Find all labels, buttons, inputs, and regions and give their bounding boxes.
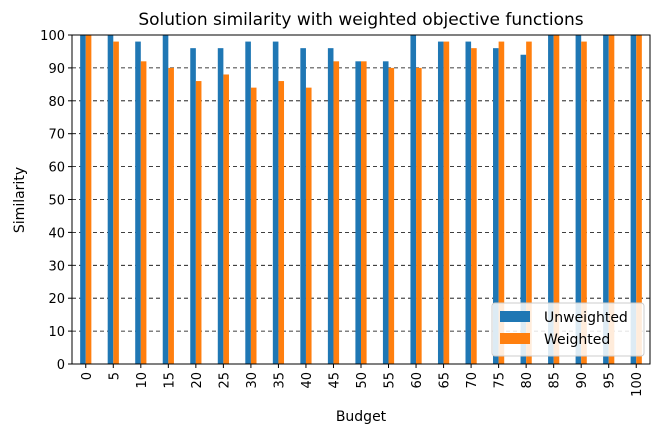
x-tick-label: 5 bbox=[107, 372, 122, 380]
bar-unweighted-25 bbox=[217, 48, 224, 364]
x-tick-label: 0 bbox=[80, 372, 95, 380]
bar-unweighted-55 bbox=[382, 61, 389, 364]
legend: Unweighted Weighted bbox=[491, 302, 645, 357]
bar-unweighted-10 bbox=[135, 41, 141, 365]
x-tick-label: 75 bbox=[493, 372, 508, 389]
bar-unweighted-40 bbox=[300, 48, 306, 364]
legend-swatch-unweighted bbox=[500, 311, 530, 322]
bar-weighted-5 bbox=[113, 41, 119, 365]
bar-unweighted-90 bbox=[575, 35, 582, 364]
x-tick-label: 30 bbox=[245, 372, 260, 389]
x-tick-label: 25 bbox=[217, 372, 232, 389]
bar-weighted-65 bbox=[443, 41, 450, 365]
legend-swatch-weighted bbox=[500, 333, 530, 344]
bar-unweighted-85 bbox=[548, 35, 554, 364]
bar-unweighted-5 bbox=[107, 35, 114, 364]
x-tick-label: 60 bbox=[410, 372, 425, 389]
bar-weighted-85 bbox=[553, 35, 560, 364]
bar-weighted-15 bbox=[168, 67, 174, 365]
y-tick-label: 30 bbox=[48, 259, 65, 274]
bar-weighted-10 bbox=[140, 61, 147, 364]
x-tick-label: 45 bbox=[327, 372, 342, 389]
x-tick-label: 90 bbox=[575, 372, 590, 389]
bar-weighted-95 bbox=[608, 35, 615, 364]
x-axis: 0 5 10 15 20 25 30 35 40 45 50 55 60 65 70 75 80 85 90 95 10… bbox=[80, 364, 645, 397]
bar-weighted-75 bbox=[498, 41, 505, 365]
bars bbox=[80, 35, 642, 365]
y-tick-label: 60 bbox=[48, 161, 65, 176]
bar-weighted-50 bbox=[361, 61, 367, 364]
x-tick-label: 40 bbox=[300, 372, 315, 389]
x-tick-label: 80 bbox=[520, 372, 535, 389]
bar-unweighted-100 bbox=[630, 35, 637, 364]
x-tick-label: 65 bbox=[438, 372, 453, 389]
bar-unweighted-30 bbox=[245, 41, 251, 365]
bar-weighted-0 bbox=[85, 35, 92, 364]
bar-weighted-45 bbox=[333, 61, 340, 364]
bar-weighted-80 bbox=[526, 41, 532, 365]
y-axis: 0 10 20 30 40 50 60 70 80 90 100 bbox=[40, 29, 72, 373]
bar-unweighted-80 bbox=[520, 54, 527, 365]
x-tick-label: 70 bbox=[465, 372, 480, 389]
x-tick-label: 10 bbox=[135, 372, 150, 389]
bar-unweighted-65 bbox=[437, 41, 444, 365]
y-tick-label: 10 bbox=[48, 325, 65, 340]
bar-unweighted-15 bbox=[162, 35, 169, 364]
y-tick-label: 0 bbox=[57, 358, 65, 373]
bar-weighted-100 bbox=[636, 35, 642, 364]
bar-unweighted-0 bbox=[80, 35, 86, 364]
bar-weighted-70 bbox=[471, 48, 477, 364]
x-tick-label: 50 bbox=[355, 372, 370, 389]
x-tick-label: 55 bbox=[383, 372, 398, 389]
bar-weighted-55 bbox=[388, 67, 395, 365]
bar-weighted-25 bbox=[223, 74, 229, 364]
y-tick-label: 70 bbox=[48, 128, 65, 143]
y-tick-label: 100 bbox=[40, 29, 65, 44]
x-tick-label: 20 bbox=[190, 372, 205, 389]
bar-unweighted-20 bbox=[190, 48, 196, 364]
legend-label-unweighted: Unweighted bbox=[544, 310, 628, 326]
bar-weighted-60 bbox=[416, 67, 422, 365]
bar-unweighted-95 bbox=[603, 35, 609, 364]
y-tick-label: 20 bbox=[48, 292, 65, 307]
bar-unweighted-45 bbox=[327, 48, 334, 364]
x-tick-label: 95 bbox=[603, 372, 618, 389]
x-axis-title: Budget bbox=[336, 409, 387, 425]
y-tick-label: 80 bbox=[48, 95, 65, 110]
bar-weighted-30 bbox=[250, 87, 257, 364]
bar-unweighted-50 bbox=[355, 61, 361, 364]
bar-weighted-35 bbox=[278, 81, 285, 364]
y-tick-label: 90 bbox=[48, 62, 65, 77]
bar-weighted-20 bbox=[195, 81, 202, 364]
y-tick-label: 50 bbox=[48, 194, 65, 209]
bar-unweighted-60 bbox=[410, 35, 417, 364]
chart-title: Solution similarity with weighted object… bbox=[138, 10, 583, 30]
x-tick-label: 35 bbox=[272, 372, 287, 389]
bar-unweighted-35 bbox=[272, 41, 279, 365]
bar-unweighted-70 bbox=[465, 41, 472, 365]
y-tick-label: 40 bbox=[48, 226, 65, 241]
bar-weighted-90 bbox=[581, 41, 587, 365]
y-axis-title: Similarity bbox=[12, 167, 28, 233]
x-tick-label: 100 bbox=[630, 372, 645, 397]
bar-weighted-40 bbox=[305, 87, 312, 364]
x-tick-label: 15 bbox=[162, 372, 177, 389]
legend-label-weighted: Weighted bbox=[544, 332, 610, 348]
x-tick-label: 85 bbox=[548, 372, 563, 389]
bar-unweighted-75 bbox=[493, 48, 499, 364]
